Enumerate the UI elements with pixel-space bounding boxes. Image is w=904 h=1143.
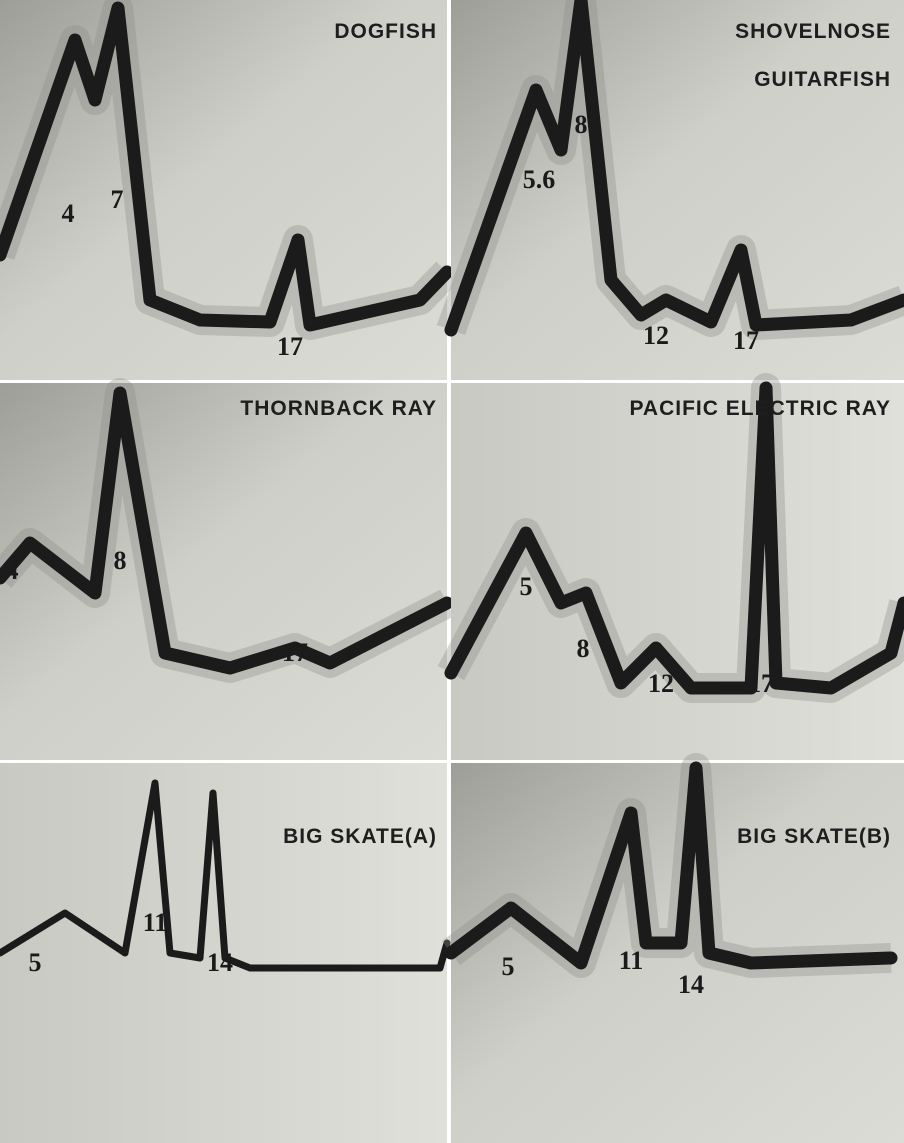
panel-title: BIG SKATE(A) (283, 825, 437, 848)
peak-label: 12 (648, 669, 674, 698)
peak-label: 14 (678, 970, 704, 999)
peak-label: 8 (577, 634, 590, 663)
peak-label: 5.6 (523, 165, 556, 194)
panel: PACIFIC ELECTRIC RAY 5 8 12 17 (451, 383, 904, 760)
peak-label: 11 (619, 946, 644, 975)
peak-label: 5 (502, 952, 515, 981)
peak-label: 17 (282, 638, 308, 667)
peak-label: 5 (29, 948, 42, 977)
figure: DOGFISH 4 7 17 SHOVELNOSE GUITARFISH 5.6… (0, 0, 904, 1143)
panel-title: THORNBACK RAY (240, 397, 437, 420)
peak-label: 8 (114, 546, 127, 575)
peak-label: 17 (277, 332, 303, 361)
panel: BIG SKATE(A) 5 11 14 (0, 763, 447, 1143)
peak-label: 7 (111, 185, 124, 214)
peak-label: 17 (748, 669, 774, 698)
peak-label: 17 (733, 326, 759, 355)
peak-label: 8 (575, 110, 588, 139)
panel: BIG SKATE(B) 5 11 14 (451, 763, 904, 1143)
peak-label: 14 (207, 948, 233, 977)
peak-label: 5 (520, 572, 533, 601)
panel: SHOVELNOSE GUITARFISH 5.6 8 12 17 (451, 0, 904, 380)
panel: DOGFISH 4 7 17 (0, 0, 447, 380)
panel-title: PACIFIC ELECTRIC RAY (629, 397, 891, 420)
peak-label: 4 (6, 556, 19, 585)
panel-title: DOGFISH (334, 20, 437, 43)
panel-title: BIG SKATE(B) (737, 825, 891, 848)
panel-title: SHOVELNOSE (735, 20, 891, 43)
peak-label: 11 (143, 908, 168, 937)
peak-label: 12 (643, 321, 669, 350)
panel: THORNBACK RAY 4 8 17 (0, 383, 447, 760)
peak-label: 4 (62, 199, 75, 228)
panel-title: GUITARFISH (754, 68, 891, 91)
